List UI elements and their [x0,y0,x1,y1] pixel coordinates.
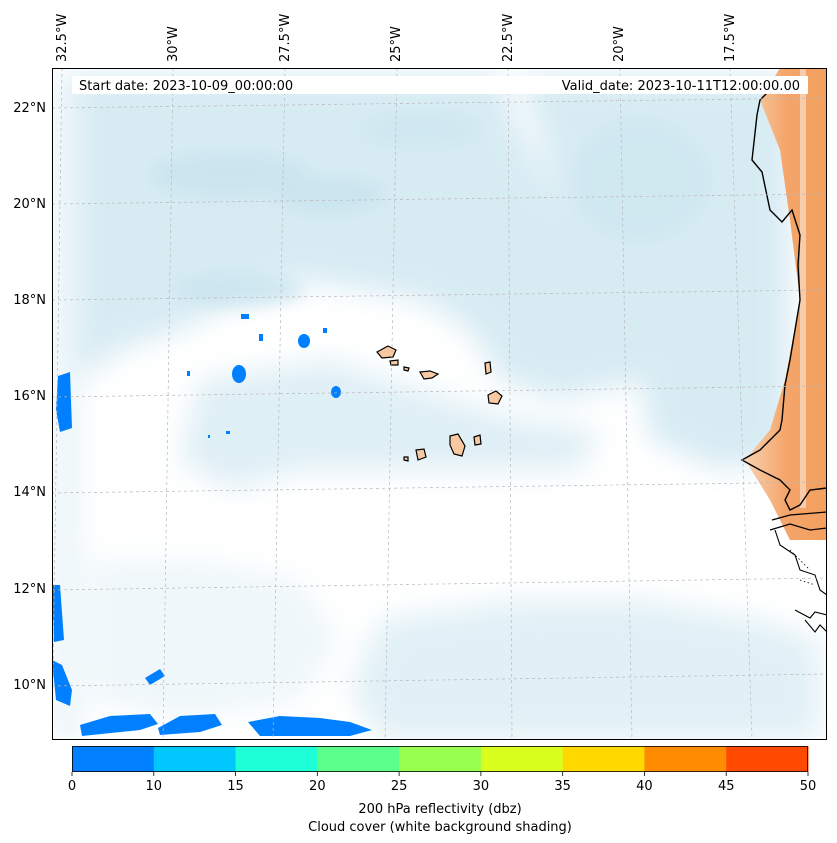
island-sal [484,361,492,375]
longitude-labels: 32.5°W 30°W 27.5°W 25°W 22.5°W 20°W 17.5… [55,14,738,62]
reflectivity-cell [145,669,165,685]
cloud-cover-southwest [90,560,340,720]
reflectivity-cell [56,372,72,432]
colorbar-segment [480,746,564,772]
cape-verde-islands [376,345,503,462]
cloud-streak-3 [175,274,305,306]
colorbar-tick-label: 50 [800,779,817,794]
island-boa-vista [487,390,503,405]
reflectivity-cell [187,371,190,376]
latitude-labels: 22°N 20°N 18°N 16°N 14°N 12°N 10°N [13,101,46,693]
lat-label: 18°N [13,293,46,308]
map-frame [52,68,827,740]
cloud-cover-shading [52,75,820,740]
colorbar-tick-label: 25 [391,779,408,794]
reflectivity-cell [158,714,222,735]
colorbar-segment [562,746,645,772]
colorbar-segment [317,746,400,772]
colorbar: 0 10 15 20 25 30 35 40 45 50 [68,746,816,794]
colorbar-tick-label: 45 [718,779,735,794]
colorbar-label: 200 hPa reflectivity (dbz) [358,802,521,817]
cloud-cover-southeast [350,600,820,740]
colorbar-tick-label: 20 [309,779,326,794]
senegambia-border [769,511,827,531]
lat-label: 12°N [13,582,46,597]
island-brava [403,456,409,462]
cloud-streak-2 [275,177,385,213]
colorbar-sublabel: Cloud cover (white background shading) [308,820,572,835]
reflectivity-cell [331,386,341,398]
reflectivity-cell [323,328,327,333]
island-sao-vicente [389,359,399,366]
country-borders [789,549,816,586]
header-background [72,76,808,94]
reflectivity-cell [52,660,72,706]
lon-label: 27.5°W [278,14,293,62]
lat-label: 14°N [13,485,46,500]
cloud-streak-4 [570,120,710,240]
lat-label: 10°N [13,678,46,693]
colorbar-frame [72,746,808,772]
start-date-label: Start date: 2023-10-09_00:00:00 [79,79,293,94]
reflectivity-cell [52,585,64,642]
cloud-cover-band [180,360,600,490]
reflectivity-cell [298,334,310,348]
lat-label: 16°N [13,389,46,404]
colorbar-segment [153,746,237,772]
lat-label: 22°N [13,101,46,116]
lat-label: 20°N [13,197,46,212]
colorbar-tick-label: 10 [146,779,163,794]
colorbar-tick-label: 35 [554,779,571,794]
reflectivity-cell [259,334,263,341]
reflectivity-cell [208,435,210,438]
island-sao-nicolau [419,370,440,380]
lon-label: 22.5°W [501,14,516,62]
african-coastline [740,79,827,511]
colorbar-tick-label: 40 [636,779,653,794]
colorbar-segment [644,746,727,772]
map-area [52,68,827,740]
reflectivity-cell [241,314,249,319]
reflectivity-cell [80,714,158,736]
reflectivity-cell [226,431,230,434]
lon-label: 17.5°W [723,14,738,62]
reflectivity-cell [232,365,246,383]
island-santo-antao [376,345,397,359]
colorbar-segment [726,746,809,772]
lon-label: 20°W [612,26,627,62]
colorbar-tick-label: 0 [68,779,76,794]
island-santa-luzia [403,366,410,372]
cloud-streak-1 [150,153,310,197]
lon-label: 30°W [166,26,181,62]
dust-streak [800,68,806,508]
dust-shading [745,68,827,540]
colorbar-segment [72,746,155,772]
valid-date-label: Valid_date: 2023-10-11T12:00:00.00 [562,79,800,94]
reflectivity-cells [52,314,372,736]
reflectivity-cell [248,716,372,736]
island-maio [473,434,482,446]
guinea-coast [774,529,827,633]
colorbar-segment [235,746,318,772]
graticule [52,68,827,740]
colorbar-segment [399,746,482,772]
cloud-streak-5 [360,112,480,148]
island-fogo [415,448,427,461]
island-santiago [449,433,466,457]
lon-label: 25°W [389,26,404,62]
lon-label: 32.5°W [55,14,70,62]
colorbar-tick-label: 30 [473,779,490,794]
colorbar-tick-label: 15 [227,779,244,794]
